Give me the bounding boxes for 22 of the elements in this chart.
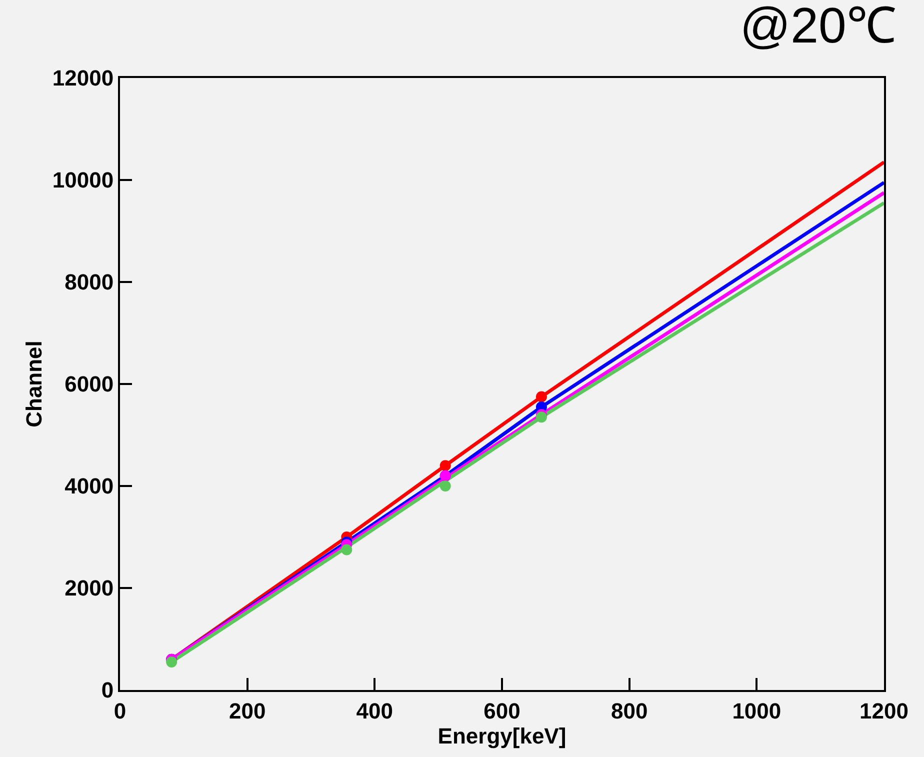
- y-tick-label: 6000: [64, 372, 114, 397]
- x-tick-label: 600: [484, 698, 520, 724]
- x-axis-title: Energy[keV]: [438, 723, 566, 748]
- point: [440, 460, 451, 472]
- point: [440, 480, 451, 492]
- x-tick-label: 1200: [860, 698, 908, 724]
- point: [166, 656, 178, 668]
- y-tick-label: 0: [101, 678, 114, 703]
- point: [536, 412, 547, 423]
- chart-title: @20℃: [740, 0, 896, 54]
- y-tick-label: 8000: [64, 270, 114, 295]
- point: [536, 391, 547, 402]
- x-tick-label: 400: [356, 698, 394, 724]
- point: [341, 544, 352, 556]
- y-tick-label: 2000: [64, 576, 114, 601]
- y-tick-label: 10000: [52, 168, 114, 193]
- y-tick-label: 4000: [64, 474, 114, 499]
- x-tick-label: 800: [610, 698, 648, 724]
- y-axis-title: Channel: [22, 340, 47, 428]
- x-tick-label: 200: [228, 698, 266, 724]
- x-tick-label: 1000: [732, 698, 782, 724]
- y-tick-label: 12000: [52, 66, 114, 91]
